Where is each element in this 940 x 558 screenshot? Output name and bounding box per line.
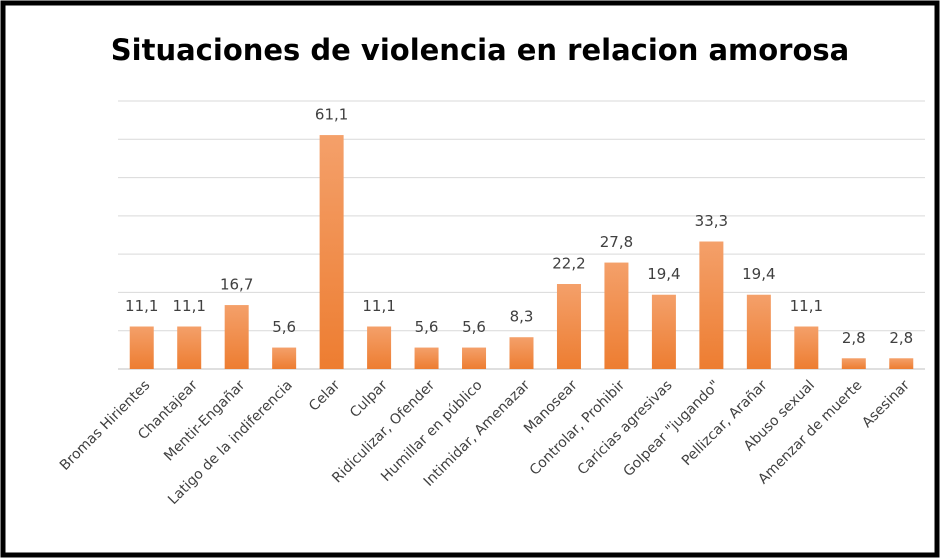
bar bbox=[889, 358, 914, 369]
bar bbox=[841, 358, 866, 369]
chart-title: Situaciones de violencia en relacion amo… bbox=[111, 33, 849, 67]
bar bbox=[509, 337, 534, 369]
bar bbox=[414, 347, 439, 369]
data-label: 22,2 bbox=[552, 255, 585, 273]
bar bbox=[699, 241, 724, 369]
bar bbox=[367, 326, 392, 369]
data-label: 11,1 bbox=[125, 297, 158, 315]
data-label: 11,1 bbox=[362, 297, 395, 315]
bar bbox=[794, 326, 819, 369]
bar bbox=[224, 305, 249, 369]
data-label: 19,4 bbox=[742, 265, 775, 283]
bar bbox=[746, 294, 771, 369]
data-label: 5,6 bbox=[415, 318, 439, 336]
bar bbox=[129, 326, 154, 369]
data-label: 27,8 bbox=[600, 233, 633, 251]
bar bbox=[177, 326, 202, 369]
bar bbox=[556, 284, 581, 369]
bar bbox=[319, 135, 344, 369]
data-label: 11,1 bbox=[173, 297, 206, 315]
data-label: 11,1 bbox=[790, 297, 823, 315]
data-label: 8,3 bbox=[510, 308, 534, 326]
data-label: 5,6 bbox=[462, 318, 486, 336]
data-label: 2,8 bbox=[842, 329, 866, 347]
data-label: 33,3 bbox=[695, 212, 728, 230]
data-label: 16,7 bbox=[220, 276, 253, 294]
bar bbox=[462, 347, 487, 369]
bar bbox=[651, 294, 676, 369]
data-label: 19,4 bbox=[647, 265, 680, 283]
data-label: 5,6 bbox=[272, 318, 296, 336]
bar bbox=[272, 347, 297, 369]
bar bbox=[604, 262, 629, 369]
data-label: 61,1 bbox=[315, 106, 348, 124]
data-label: 2,8 bbox=[889, 329, 913, 347]
